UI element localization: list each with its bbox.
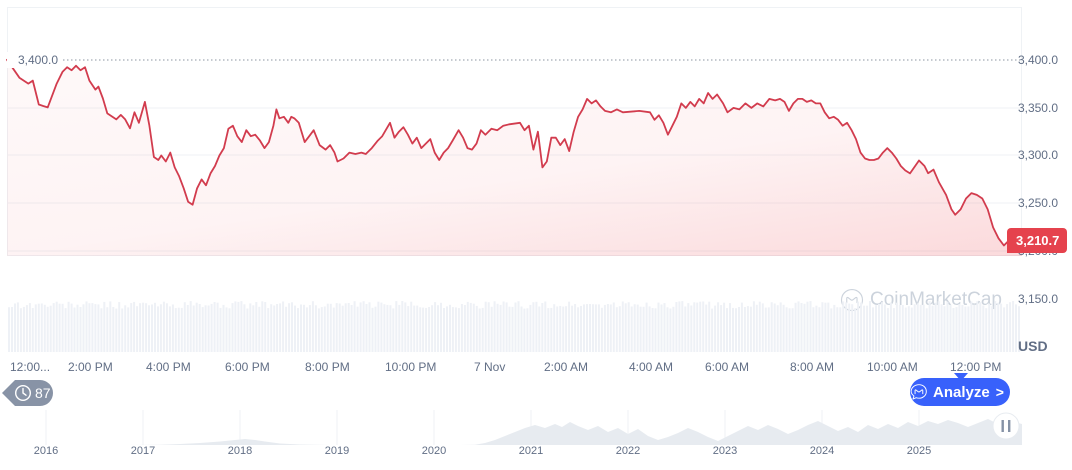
svg-text:87: 87 (35, 385, 51, 401)
